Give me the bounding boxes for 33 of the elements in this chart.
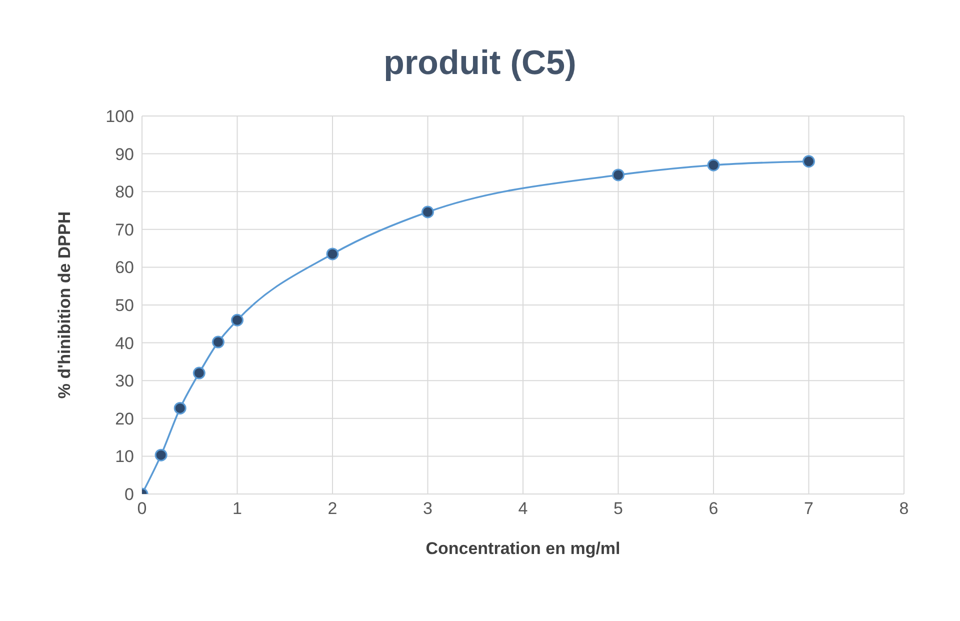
x-tick-label: 8 [899, 499, 909, 518]
point [154, 448, 168, 462]
point [612, 168, 624, 182]
y-tick-label: 90 [115, 144, 134, 164]
y-tick-label: 70 [115, 220, 134, 240]
point [192, 366, 206, 380]
x-tick-label: 1 [232, 499, 242, 518]
x-tick-label: 2 [328, 499, 338, 518]
x-tick-label: 3 [423, 499, 432, 518]
y-tick-label: 10 [115, 447, 134, 466]
point [802, 155, 815, 168]
point [231, 314, 244, 326]
x-tick-label: 5 [614, 499, 623, 518]
y-tick-label: 60 [115, 258, 134, 278]
point [174, 402, 186, 414]
x-tick-label: 7 [804, 499, 814, 518]
y-tick-label: 80 [115, 182, 134, 202]
y-tick-label: 100 [106, 107, 134, 126]
point [212, 336, 224, 348]
y-tick-label: 0 [124, 485, 134, 504]
y-tick-label: 20 [115, 409, 134, 428]
y-tick-label: 50 [115, 296, 134, 316]
y-tick-label: 30 [115, 372, 134, 391]
y-tick-label: 40 [115, 334, 134, 353]
point [707, 158, 720, 172]
x-tick-label: 6 [708, 499, 718, 518]
y-axis-title: % d'hinibition de DPPH [55, 211, 74, 399]
point [422, 206, 434, 218]
x-tick-label: 0 [137, 499, 147, 518]
point [326, 248, 339, 260]
x-tick-label: 4 [518, 499, 528, 518]
chart-title: produit (C5) [382, 44, 578, 83]
x-axis-title: Concentration en mg/ml [426, 539, 620, 558]
